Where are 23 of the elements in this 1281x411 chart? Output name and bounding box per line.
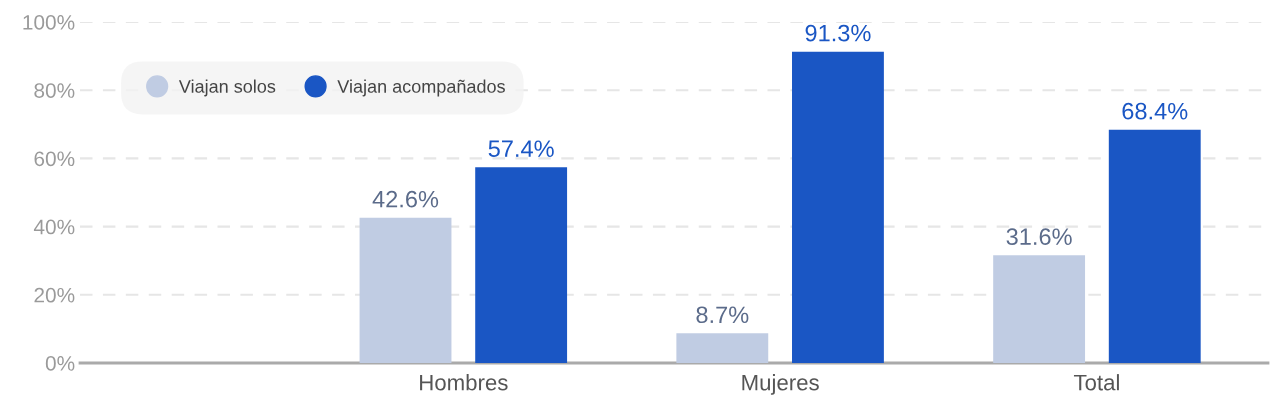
y-tick-label: 20% [34,287,75,303]
data-label: 91.3% [805,24,871,42]
y-tick-label: 80% [34,83,75,98]
bar [359,217,452,363]
bar [792,51,884,363]
bar [475,167,568,363]
x-tick-label: Hombres [420,374,508,391]
y-tick-label: 100% [23,15,75,30]
data-label: 8.7% [696,306,749,324]
data-label: 68.4% [1122,102,1188,120]
data-label: 57.4% [488,140,554,158]
data-label: 31.6% [1006,228,1072,246]
bar [676,333,769,363]
bar [1108,129,1201,363]
y-tick-label: 60% [34,151,75,167]
data-label: 42.6% [372,190,439,208]
legend-label: Viajan acompañados [337,79,505,97]
x-tick-label: Mujeres [742,374,819,395]
x-tick-label: Total [1073,374,1119,391]
legend-label: Viajan solos [178,79,276,97]
bar [993,255,1086,363]
y-tick-label: 0% [45,356,75,371]
y-tick-label: 40% [33,219,75,235]
